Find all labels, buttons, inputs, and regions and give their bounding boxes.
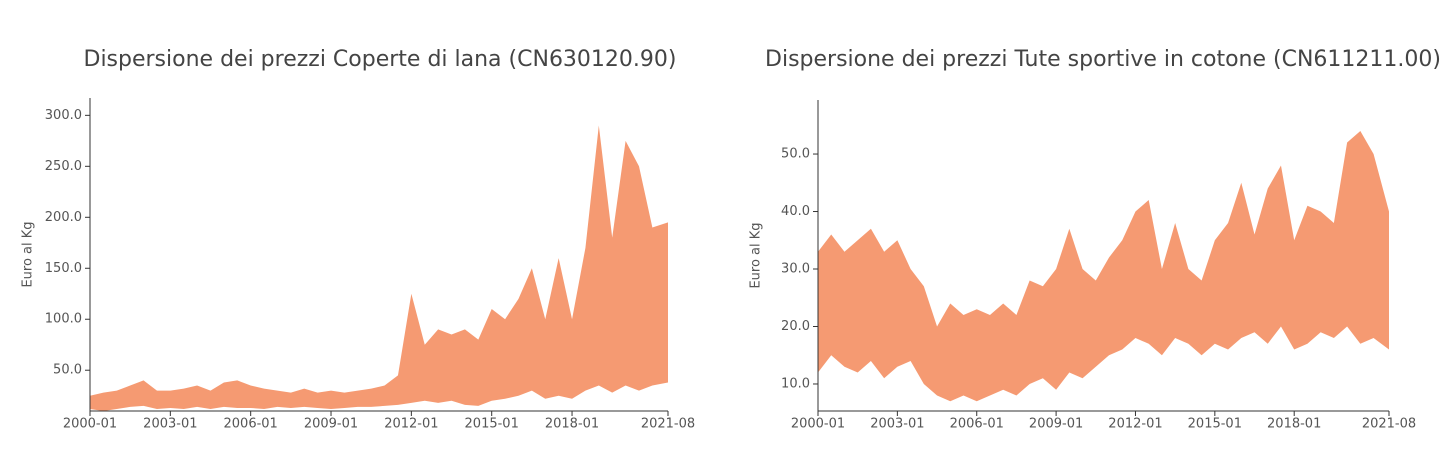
chart-title: Dispersione dei prezzi Tute sportive in … [765, 47, 1441, 72]
y-tick-label: 30.0 [781, 262, 810, 277]
x-tick-label: 2006-01 [224, 417, 278, 432]
range-band [90, 125, 668, 412]
x-tick-label: 2015-01 [465, 417, 519, 432]
range-band [818, 131, 1389, 402]
y-axis-label: Euro al Kg [749, 222, 764, 288]
x-tick-label: 2000-01 [791, 417, 845, 432]
y-tick-label: 200.0 [45, 210, 82, 225]
y-tick-label: 10.0 [781, 376, 810, 391]
x-tick-label: 2000-01 [63, 417, 117, 432]
y-tick-label: 300.0 [45, 108, 82, 123]
x-tick-label: 2021-08 [1362, 417, 1416, 432]
x-tick-label: 2009-01 [304, 417, 358, 432]
x-tick-label: 2018-01 [545, 417, 599, 432]
y-tick-label: 40.0 [781, 204, 810, 219]
x-tick-label: 2012-01 [1108, 417, 1162, 432]
x-tick-label: 2021-08 [641, 417, 695, 432]
y-tick-label: 50.0 [781, 147, 810, 162]
x-tick-label: 2003-01 [870, 417, 924, 432]
chart-title: Dispersione dei prezzi Coperte di lana (… [84, 47, 677, 72]
x-tick-label: 2003-01 [143, 417, 197, 432]
x-tick-label: 2006-01 [950, 417, 1004, 432]
x-tick-label: 2018-01 [1267, 417, 1321, 432]
y-tick-label: 250.0 [45, 159, 82, 174]
y-tick-label: 50.0 [53, 363, 82, 378]
y-axis-label: Euro al Kg [21, 221, 36, 287]
y-tick-label: 20.0 [781, 319, 810, 334]
x-tick-label: 2012-01 [384, 417, 438, 432]
y-tick-label: 100.0 [45, 312, 82, 327]
x-tick-label: 2015-01 [1188, 417, 1242, 432]
x-tick-label: 2009-01 [1029, 417, 1083, 432]
y-tick-label: 150.0 [45, 261, 82, 276]
